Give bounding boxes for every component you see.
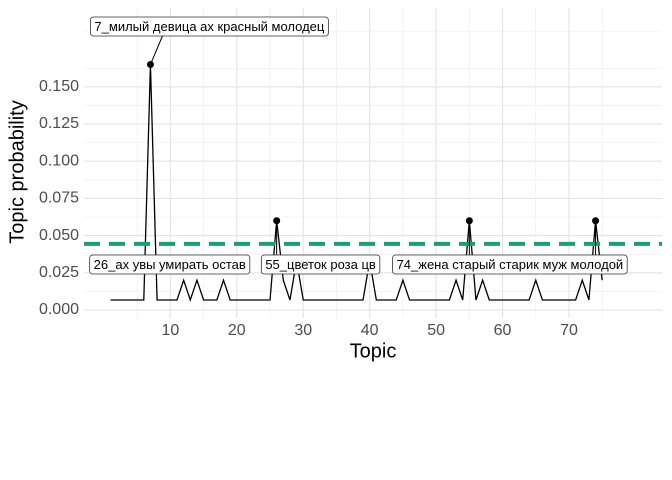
annotation: 26_ах увы умирать остав bbox=[89, 220, 278, 275]
x-tick-label: 40 bbox=[361, 322, 379, 339]
annotation-box bbox=[260, 254, 381, 275]
annotation-label: 26_ах увы умирать остав bbox=[94, 257, 246, 272]
y-tick-label: 0.125 bbox=[39, 115, 79, 132]
annotation: 55_цветок роза цв bbox=[260, 220, 470, 275]
annotation-box bbox=[89, 254, 251, 275]
x-tick-label: 70 bbox=[560, 322, 578, 339]
y-tick-label: 0.025 bbox=[39, 264, 79, 281]
annotation-label: 74_жена старый старик муж молодой bbox=[397, 257, 624, 272]
annotation: 7_милый девица ах красный молодец bbox=[90, 16, 329, 65]
point bbox=[146, 61, 154, 69]
annotation: 74_жена старый старик муж молодой bbox=[392, 220, 628, 275]
x-tick-label: 20 bbox=[228, 322, 246, 339]
annotation-box bbox=[392, 254, 628, 275]
annotation-connector bbox=[149, 35, 163, 65]
x-axis-title: Topic bbox=[350, 340, 397, 362]
x-tick-label: 10 bbox=[161, 322, 179, 339]
y-tick-label: 0.050 bbox=[39, 227, 79, 244]
point bbox=[592, 217, 600, 225]
y-tick-label: 0.000 bbox=[39, 301, 79, 318]
point bbox=[465, 217, 473, 225]
annotation-label: 7_милый девица ах красный молодец bbox=[94, 19, 324, 34]
plot: 7_милый девица ах красный молодец 26_ах у… bbox=[84, 16, 662, 303]
y-axis-title: Topic probability bbox=[6, 100, 28, 243]
annotation-box bbox=[90, 16, 329, 37]
annotation-label: 55_цветок роза цв bbox=[265, 257, 376, 272]
y-tick-label: 0.100 bbox=[39, 152, 79, 169]
x-tick-label: 30 bbox=[294, 322, 312, 339]
x-tick-label: 60 bbox=[494, 322, 512, 339]
line bbox=[110, 64, 603, 303]
y-tick-label: 0.150 bbox=[39, 78, 79, 95]
x-tick-label: 50 bbox=[427, 322, 445, 339]
y-tick-label: 0.075 bbox=[39, 190, 79, 207]
point bbox=[273, 217, 281, 225]
